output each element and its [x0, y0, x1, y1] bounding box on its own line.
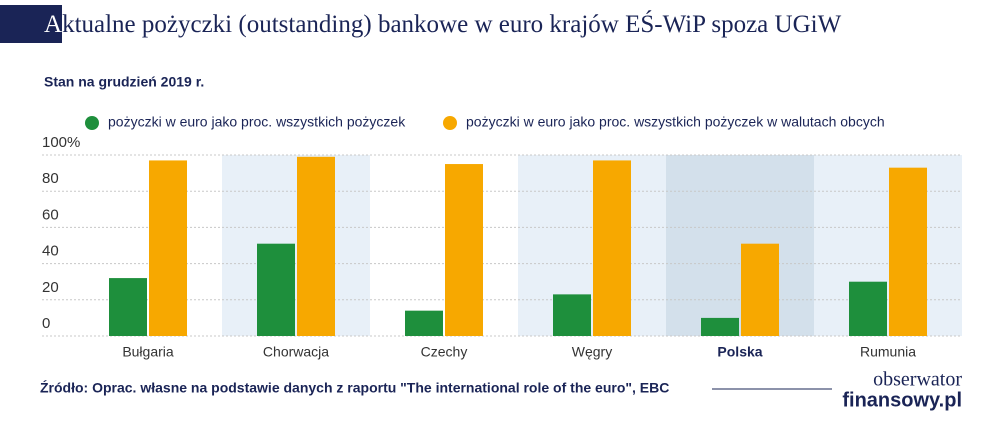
x-tick-label: Bułgaria — [122, 344, 174, 360]
x-tick-label: Węgry — [572, 344, 612, 360]
bar — [297, 156, 335, 336]
y-tick-label: 60 — [42, 206, 59, 223]
x-tick-label: Polska — [717, 344, 762, 360]
x-tick-label: Rumunia — [860, 344, 916, 360]
x-tick-label: Czechy — [421, 344, 468, 360]
bar — [257, 243, 295, 336]
logo-bottom: finansowy.pl — [842, 389, 962, 411]
bar — [445, 164, 483, 336]
chart-subtitle: Stan na grudzień 2019 r. — [44, 74, 204, 90]
legend-label: pożyczki w euro jako proc. wszystkich po… — [108, 114, 406, 130]
bar — [553, 294, 591, 336]
bar — [741, 243, 779, 336]
bar — [593, 160, 631, 336]
x-tick-label: Chorwacja — [263, 344, 329, 360]
y-tick-label: 20 — [42, 279, 59, 296]
category-band — [222, 155, 370, 336]
legend-marker — [85, 116, 99, 130]
category-band — [666, 155, 814, 336]
bar — [889, 167, 927, 336]
legend-marker — [443, 116, 457, 130]
legend-label: pożyczki w euro jako proc. wszystkich po… — [466, 114, 885, 130]
y-tick-label: 40 — [42, 243, 59, 260]
bar — [109, 278, 147, 336]
bar — [701, 317, 739, 336]
bar — [149, 160, 187, 336]
category-band — [814, 155, 962, 336]
y-tick-label: 0 — [42, 315, 50, 332]
logo-top: obserwator — [873, 369, 962, 391]
category-band — [518, 155, 666, 336]
y-tick-label: 100% — [42, 134, 80, 151]
source: Źródło: Oprac. własne na podstawie danyc… — [40, 380, 669, 396]
y-tick-label: 80 — [42, 170, 59, 187]
bar — [405, 310, 443, 336]
chart-title: Aktualne pożyczki (outstanding) bankowe … — [44, 10, 842, 38]
title-block — [0, 5, 62, 43]
bar — [849, 281, 887, 336]
